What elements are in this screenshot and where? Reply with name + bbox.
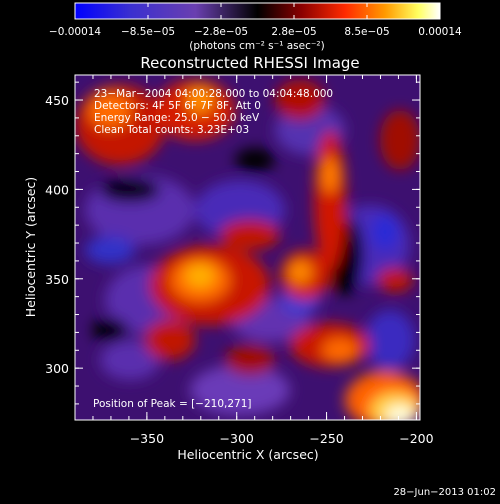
colorbar-tick-label: 2.8e−05 xyxy=(271,26,316,38)
info-line: 23−Mar−2004 04:00:28.000 to 04:04:48.000 xyxy=(94,88,333,100)
info-line: Energy Range: 25.0 − 50.0 keV xyxy=(94,112,260,124)
plot-title: Reconstructed RHESSI Image xyxy=(140,54,359,72)
info-line: Clean Total counts: 3.23E+03 xyxy=(94,124,249,136)
y-axis: 300 350 400 450 xyxy=(45,81,420,405)
plot-frame xyxy=(74,74,421,421)
x-axis-label: Heliocentric X (arcsec) xyxy=(177,447,318,462)
x-tick-label: −250 xyxy=(309,431,343,446)
y-tick-label: 450 xyxy=(45,93,69,108)
colorbar-tick-label: −8.5e−05 xyxy=(121,26,175,38)
observation-info: 23−Mar−2004 04:00:28.000 to 04:04:48.000… xyxy=(94,88,333,136)
colorbar-ticks xyxy=(74,3,441,19)
y-tick-label: 300 xyxy=(45,361,69,376)
colorbar-tick-label: 8.5e−05 xyxy=(344,26,389,38)
colorbar-tick-label: 0.00014 xyxy=(418,26,462,38)
peak-position-label: Position of Peak = [−210,271] xyxy=(93,398,252,410)
x-tick-label: −200 xyxy=(399,431,433,446)
footer-timestamp: 28−Jun−2013 01:02 xyxy=(393,487,496,498)
x-axis: −350 −300 −250 −200 xyxy=(74,75,434,446)
colorbar-tick-labels: −0.00014 −8.5e−05 −2.8e−05 2.8e−05 8.5e−05 0.… xyxy=(49,26,462,38)
y-tick-label: 400 xyxy=(45,182,69,197)
colorbar: −0.00014 −8.5e−05 −2.8e−05 2.8e−05 8.5e−05 0.… xyxy=(49,2,462,52)
x-tick-label: −300 xyxy=(220,431,254,446)
info-line: Detectors: 4F 5F 6F 7F 8F, Att 0 xyxy=(94,100,261,112)
colorbar-unit-label: (photons cm⁻² s⁻¹ asec⁻²) xyxy=(189,40,324,52)
colorbar-tick-label: −0.00014 xyxy=(49,26,102,38)
colorbar-gradient xyxy=(74,2,441,20)
rhessi-image xyxy=(75,75,420,420)
y-axis-label: Heliocentric Y (arcsec) xyxy=(23,177,38,317)
colorbar-tick-label: −2.8e−05 xyxy=(194,26,248,38)
x-tick-label: −350 xyxy=(130,431,164,446)
y-tick-label: 350 xyxy=(45,272,69,287)
